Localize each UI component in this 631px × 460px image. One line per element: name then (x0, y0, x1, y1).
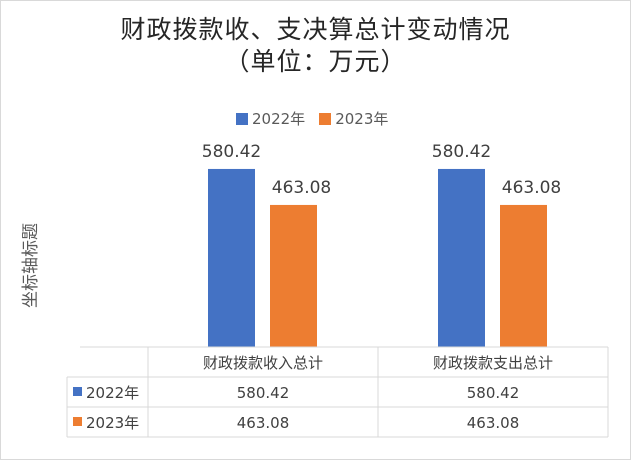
legend-item-2022: 2022年 (236, 108, 305, 129)
table-cell-series-1-category-2: 580.42 (467, 384, 520, 402)
table-header-category-2: 财政拨款支出总计 (433, 354, 553, 372)
legend-swatch-2022 (236, 112, 248, 125)
legend-label-2023: 2023年 (335, 110, 389, 128)
chart-title: 财政拨款收、支决算总计变动情况 （单位：万元） (0, 14, 631, 78)
chart-title-line-1: 财政拨款收、支决算总计变动情况 (120, 15, 511, 44)
table-legend-key-series-2 (73, 417, 82, 426)
legend-item-2023: 2023年 (319, 108, 388, 129)
table-cell-series-2-category-2: 463.08 (467, 414, 520, 432)
legend-label-2022: 2022年 (252, 110, 306, 128)
table-cell-series-1-category-1: 580.42 (237, 384, 290, 402)
data-label-2-series-1: 580.42 (432, 142, 491, 162)
table-header-category-1: 财政拨款收入总计 (203, 354, 323, 372)
bar-1-series-2 (270, 204, 317, 347)
table-series-name-2: 2023年 (86, 414, 139, 432)
bar-2-series-1 (438, 168, 485, 347)
data-label-2-series-2: 463.08 (502, 178, 561, 198)
table-series-name-1: 2022年 (86, 384, 139, 402)
bar-2-series-2 (500, 204, 547, 347)
legend-swatch-2023 (319, 112, 332, 125)
chart-title-line-2: （单位：万元） (224, 47, 407, 76)
data-label-1-series-2: 463.08 (272, 178, 331, 198)
data-label-1-series-1: 580.42 (202, 142, 261, 162)
legend: 2022年 2023年 (236, 108, 388, 129)
table-cell-series-2-category-1: 463.08 (237, 414, 290, 432)
table-legend-key-series-1 (73, 387, 82, 396)
bar-1-series-1 (208, 168, 255, 347)
